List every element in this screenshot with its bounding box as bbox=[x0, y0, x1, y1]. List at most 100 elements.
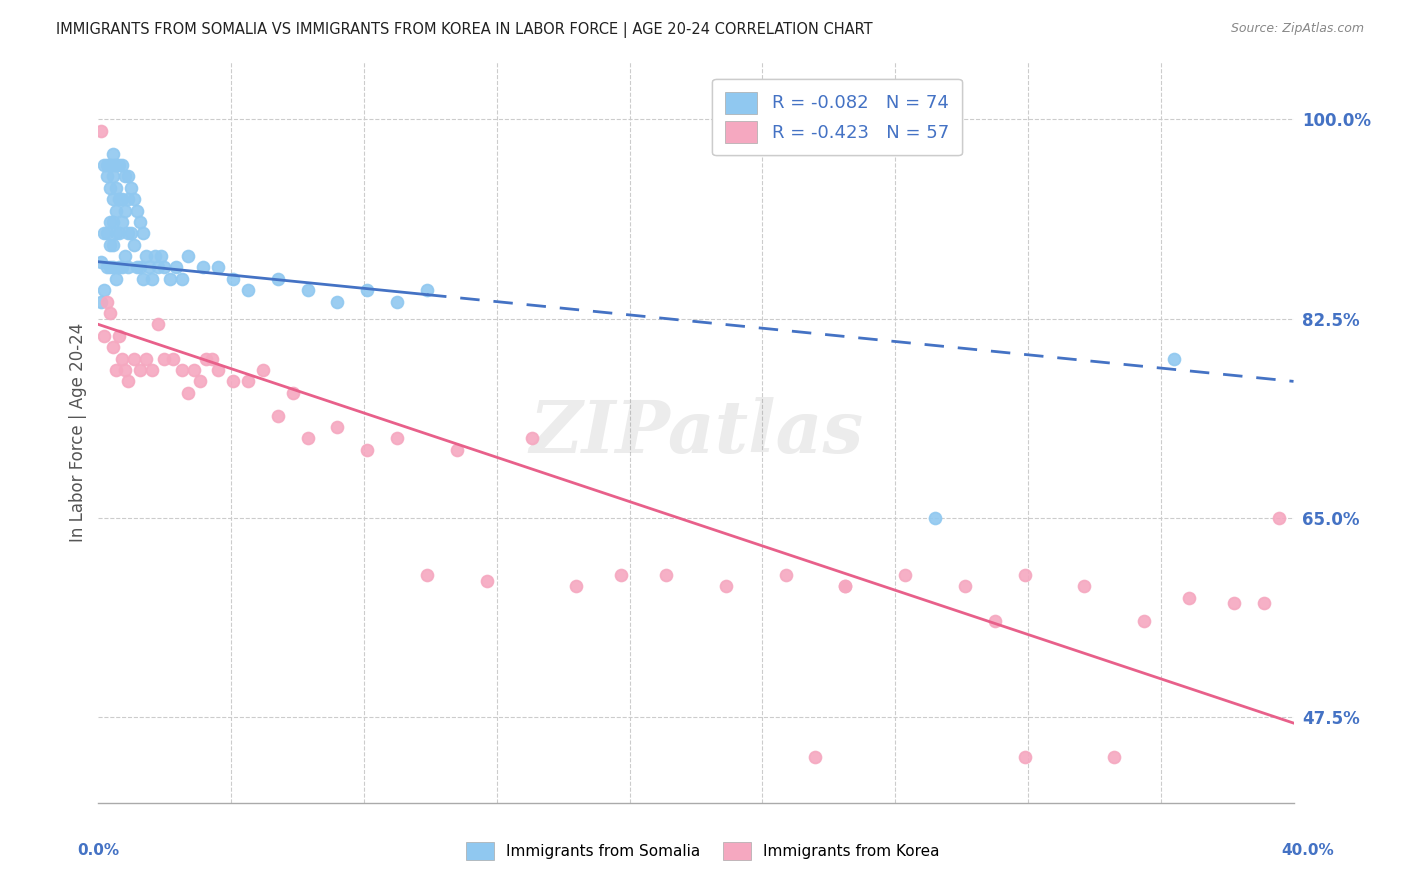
Point bbox=[103, 169, 125, 184]
Point bbox=[114, 169, 136, 184]
Point bbox=[127, 203, 149, 218]
Point bbox=[326, 420, 349, 434]
Point bbox=[416, 283, 439, 297]
Point bbox=[111, 351, 134, 366]
Point bbox=[520, 431, 543, 445]
Point bbox=[103, 192, 125, 206]
Point bbox=[297, 283, 319, 297]
Point bbox=[117, 192, 139, 206]
Point bbox=[385, 294, 409, 309]
Point bbox=[98, 180, 122, 194]
Point bbox=[108, 328, 131, 343]
Point bbox=[222, 375, 245, 389]
Point bbox=[103, 215, 125, 229]
Point bbox=[108, 158, 131, 172]
Point bbox=[207, 363, 229, 377]
Point bbox=[1133, 614, 1156, 628]
Point bbox=[120, 227, 142, 241]
Point bbox=[1223, 597, 1246, 611]
Point bbox=[117, 260, 139, 275]
Point bbox=[1267, 511, 1289, 525]
Point bbox=[326, 294, 349, 309]
Text: ZIPatlas: ZIPatlas bbox=[529, 397, 863, 468]
Point bbox=[105, 227, 128, 241]
Point bbox=[356, 442, 378, 457]
Point bbox=[775, 568, 797, 582]
Point bbox=[177, 385, 200, 400]
Point bbox=[953, 579, 976, 593]
Point bbox=[98, 237, 122, 252]
Point bbox=[117, 375, 139, 389]
Point bbox=[93, 283, 115, 297]
Point bbox=[111, 158, 134, 172]
Point bbox=[172, 363, 194, 377]
Point bbox=[281, 385, 304, 400]
Point bbox=[894, 568, 917, 582]
Point bbox=[172, 272, 194, 286]
Point bbox=[103, 146, 125, 161]
Point bbox=[98, 306, 122, 320]
Point bbox=[90, 294, 112, 309]
Point bbox=[804, 750, 827, 764]
Point bbox=[1014, 568, 1036, 582]
Point bbox=[236, 375, 259, 389]
Point bbox=[141, 363, 163, 377]
Point bbox=[108, 260, 131, 275]
Point bbox=[90, 254, 112, 268]
Point bbox=[111, 215, 134, 229]
Point bbox=[153, 351, 176, 366]
Point bbox=[105, 272, 128, 286]
Point bbox=[191, 260, 214, 275]
Point bbox=[90, 124, 112, 138]
Point bbox=[120, 180, 142, 194]
Point bbox=[222, 272, 245, 286]
Point bbox=[103, 237, 125, 252]
Point bbox=[124, 351, 146, 366]
Point bbox=[117, 169, 139, 184]
Point bbox=[138, 260, 160, 275]
Point bbox=[148, 318, 170, 332]
Point bbox=[159, 272, 181, 286]
Legend: R = -0.082   N = 74, R = -0.423   N = 57: R = -0.082 N = 74, R = -0.423 N = 57 bbox=[713, 78, 962, 155]
Point bbox=[1104, 750, 1126, 764]
Point bbox=[108, 192, 131, 206]
Y-axis label: In Labor Force | Age 20-24: In Labor Force | Age 20-24 bbox=[69, 323, 87, 542]
Point bbox=[132, 227, 155, 241]
Point bbox=[124, 237, 146, 252]
Point bbox=[93, 328, 115, 343]
Point bbox=[103, 340, 125, 354]
Point bbox=[105, 203, 128, 218]
Text: 40.0%: 40.0% bbox=[1281, 843, 1334, 858]
Point bbox=[153, 260, 176, 275]
Text: 0.0%: 0.0% bbox=[77, 843, 120, 858]
Text: Source: ZipAtlas.com: Source: ZipAtlas.com bbox=[1230, 22, 1364, 36]
Point bbox=[610, 568, 633, 582]
Point bbox=[129, 260, 152, 275]
Point bbox=[1073, 579, 1095, 593]
Point bbox=[143, 249, 166, 263]
Point bbox=[96, 260, 118, 275]
Point bbox=[93, 227, 115, 241]
Point bbox=[1163, 351, 1185, 366]
Point bbox=[148, 260, 170, 275]
Point bbox=[385, 431, 409, 445]
Legend: Immigrants from Somalia, Immigrants from Korea: Immigrants from Somalia, Immigrants from… bbox=[460, 836, 946, 866]
Point bbox=[96, 158, 118, 172]
Point bbox=[475, 574, 498, 588]
Point bbox=[236, 283, 259, 297]
Point bbox=[135, 249, 157, 263]
Point bbox=[297, 431, 319, 445]
Point bbox=[114, 249, 136, 263]
Point bbox=[105, 180, 128, 194]
Point bbox=[105, 363, 128, 377]
Point bbox=[446, 442, 468, 457]
Point bbox=[98, 215, 122, 229]
Point bbox=[924, 511, 946, 525]
Point bbox=[150, 249, 173, 263]
Point bbox=[1253, 597, 1275, 611]
Point bbox=[124, 192, 146, 206]
Point bbox=[114, 203, 136, 218]
Point bbox=[93, 158, 115, 172]
Point bbox=[96, 227, 118, 241]
Point bbox=[1178, 591, 1201, 605]
